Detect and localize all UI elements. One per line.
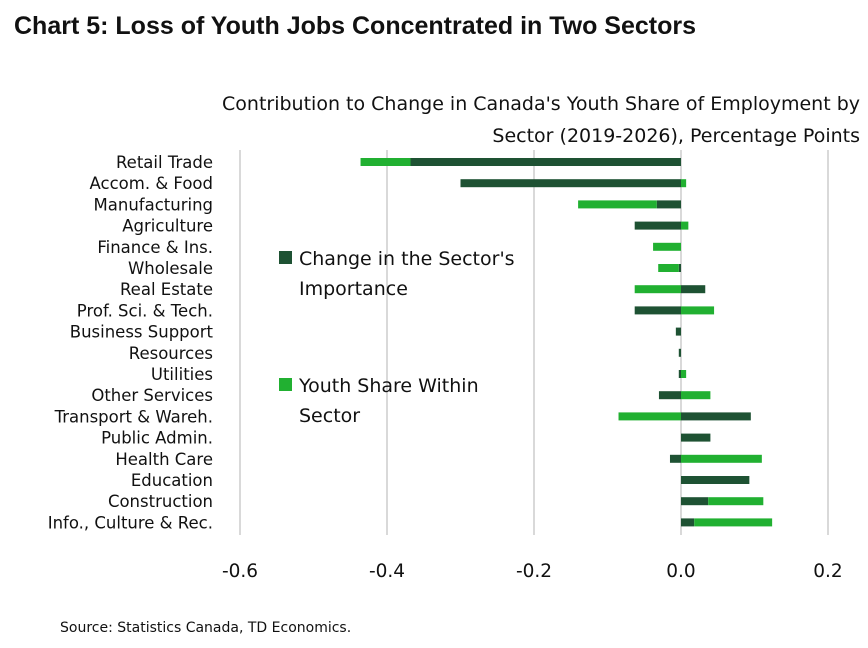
- legend-label: Change in the Sector's Importance: [299, 248, 515, 300]
- bar-youth-share: [578, 200, 657, 209]
- bar-youth-share: [658, 264, 679, 272]
- bar-sector-importance: [634, 221, 681, 230]
- bar-sector-importance: [410, 158, 681, 166]
- source-note: Source: Statistics Canada, TD Economics.: [60, 620, 352, 636]
- bar-sector-importance: [634, 306, 681, 315]
- bar-sector-importance: [669, 454, 681, 463]
- bar-sector-importance: [675, 327, 681, 336]
- category-label: Prof. Sci. & Tech.: [77, 301, 213, 320]
- x-tick-label: 0.0: [666, 561, 695, 582]
- x-tick-label: -0.2: [516, 561, 552, 582]
- bar-youth-share: [681, 391, 711, 400]
- bar-sector-importance: [681, 412, 751, 421]
- x-tick-label: -0.4: [369, 561, 405, 582]
- category-label: Other Services: [91, 386, 213, 405]
- bar-sector-importance: [681, 285, 706, 294]
- legend-swatch: [279, 378, 292, 391]
- category-label: Transport & Wareh.: [54, 407, 213, 426]
- bars: [360, 158, 773, 527]
- bar-sector-importance: [681, 518, 695, 527]
- bar-sector-importance: [678, 370, 681, 378]
- x-tick-label: -0.6: [222, 561, 258, 582]
- category-label: Agriculture: [122, 217, 213, 236]
- bar-youth-share: [653, 242, 681, 251]
- category-label: Retail Trade: [116, 153, 213, 172]
- category-label: Info., Culture & Rec.: [48, 513, 213, 532]
- bar-sector-importance: [658, 391, 681, 400]
- category-label: Utilities: [151, 365, 213, 384]
- legend-label: Youth Share Within Sector: [298, 375, 479, 427]
- bar-youth-share: [360, 158, 411, 166]
- bar-sector-importance: [681, 476, 750, 484]
- category-label: Real Estate: [120, 280, 213, 299]
- bar-youth-share: [681, 221, 689, 230]
- legend: Change in the Sector's Importance Youth Sh…: [279, 248, 515, 427]
- category-label: Business Support: [70, 323, 214, 342]
- category-labels: Retail Trade Accom. & Food Manufacturing Ag…: [48, 153, 214, 532]
- category-label: Resources: [129, 344, 213, 363]
- bar-youth-share: [681, 454, 762, 463]
- x-axis-ticks: -0.6 -0.4 -0.2 0.0 0.2: [222, 561, 843, 582]
- chart-subtitle: Contribution to Change in Canada's Youth…: [222, 93, 860, 147]
- bar-youth-share: [708, 497, 764, 506]
- bar-sector-importance: [681, 433, 711, 442]
- category-label: Construction: [108, 492, 213, 511]
- bar-sector-importance: [681, 497, 709, 506]
- chart-title: Chart 5: Loss of Youth Jobs Concentrated…: [14, 12, 697, 40]
- category-label: Health Care: [115, 450, 213, 469]
- category-label: Accom. & Food: [90, 174, 213, 193]
- bar-sector-importance: [460, 179, 681, 188]
- bar-sector-importance: [678, 348, 681, 357]
- gridlines: [239, 150, 829, 535]
- category-label: Manufacturing: [94, 195, 213, 214]
- bar-sector-importance: [656, 200, 681, 209]
- bar-sector-importance: [678, 264, 681, 272]
- x-tick-label: 0.2: [813, 561, 842, 582]
- bar-youth-share: [618, 412, 681, 421]
- category-label: Public Admin.: [101, 429, 213, 448]
- bar-youth-share: [634, 285, 681, 294]
- bar-youth-share: [681, 179, 687, 188]
- bar-youth-share: [681, 370, 687, 378]
- legend-swatch: [279, 251, 292, 264]
- category-label: Wholesale: [128, 259, 213, 278]
- category-label: Education: [131, 471, 213, 490]
- category-label: Finance & Ins.: [97, 238, 213, 257]
- bar-youth-share: [681, 306, 715, 315]
- bar-youth-share: [694, 518, 773, 527]
